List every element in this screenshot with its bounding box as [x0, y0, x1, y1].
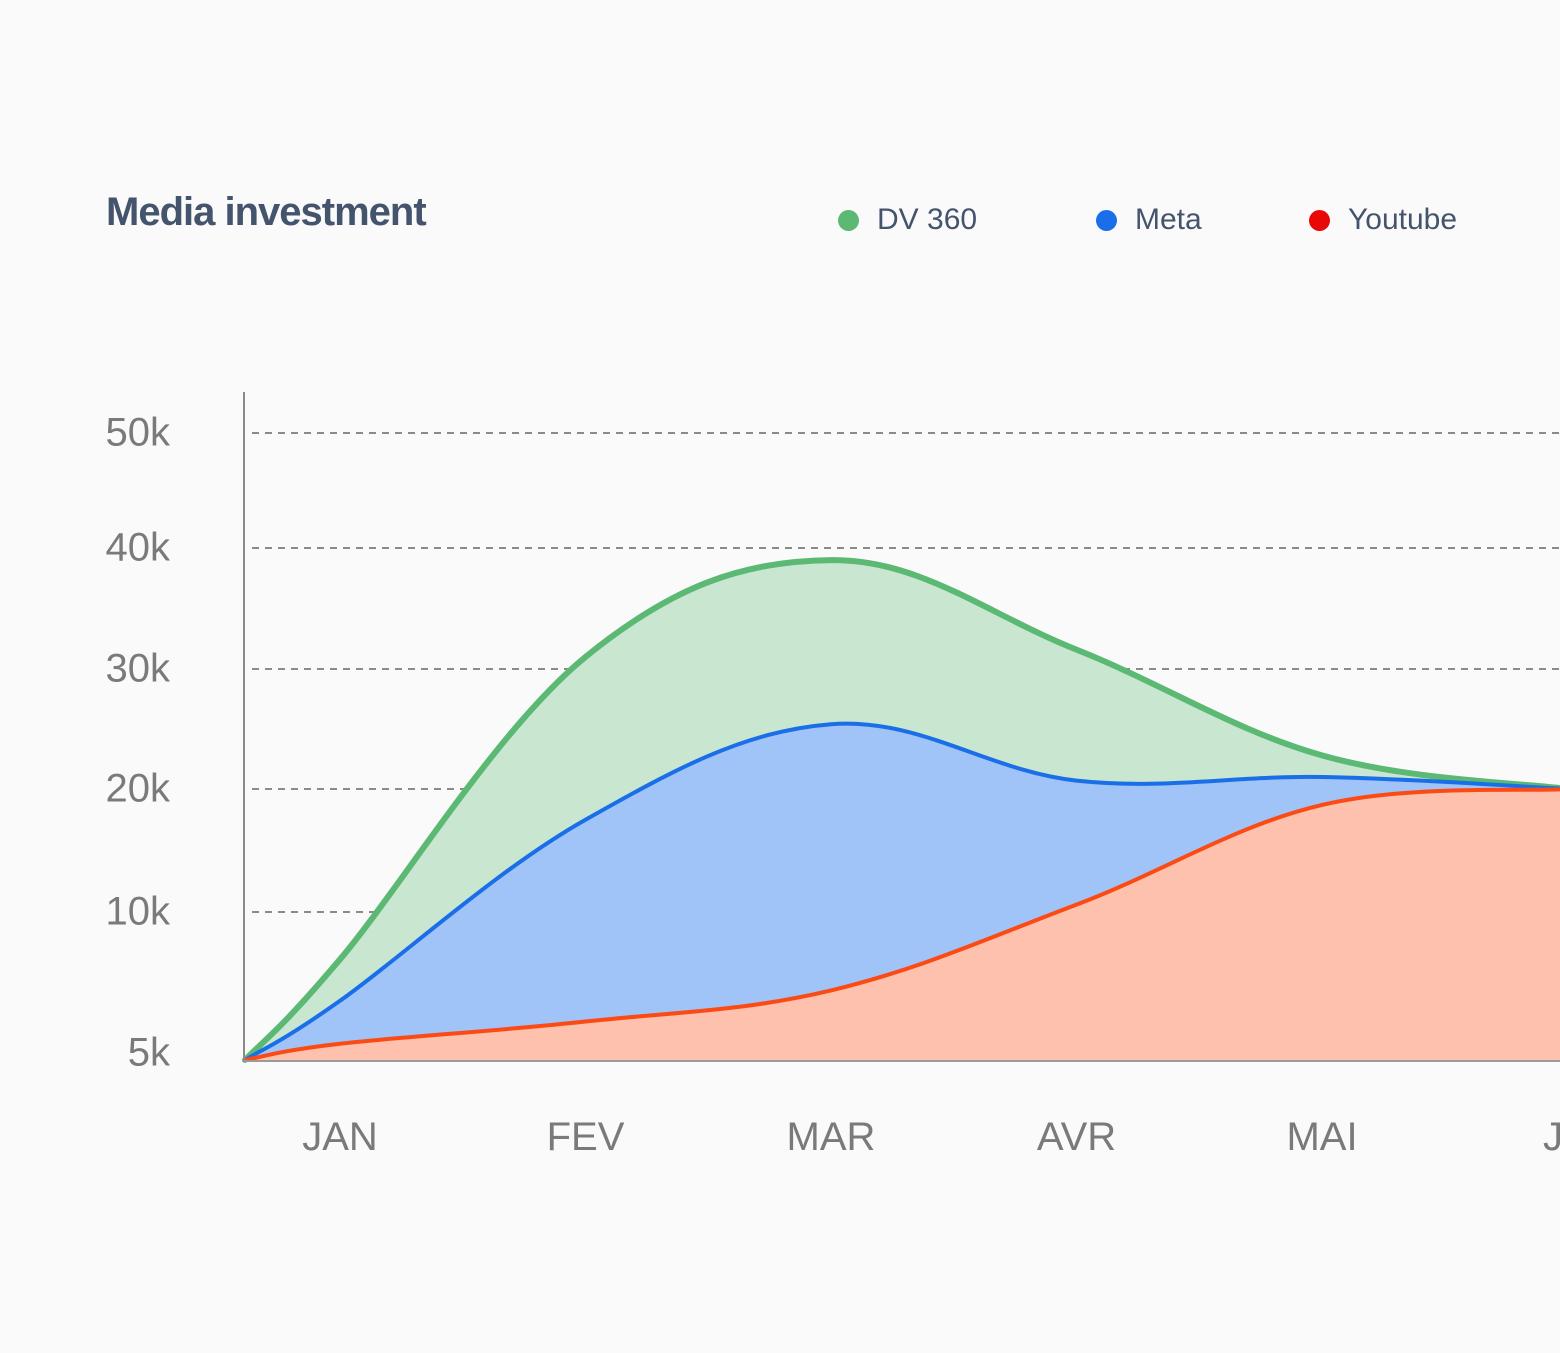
x-tick-label: MAR	[787, 1115, 876, 1159]
y-tick-label: 5k	[128, 1031, 171, 1075]
legend-item-meta[interactable]: Meta	[1096, 203, 1202, 237]
legend-label: DV 360	[877, 203, 978, 236]
legend-dot-icon	[838, 209, 859, 231]
legend-dot-icon	[1309, 209, 1330, 231]
y-axis-ticks: 50k 40k 30k 20k 10k 5k	[106, 411, 171, 1075]
x-tick-label: AVR	[1037, 1115, 1116, 1159]
x-tick-label: MAI	[1286, 1115, 1357, 1159]
series-lines	[242, 557, 1560, 1063]
y-tick-label: 20k	[106, 767, 171, 811]
chart-legend: DV 360 Meta Youtube	[0, 203, 1560, 243]
chart-title: Media investment	[106, 190, 427, 234]
x-axis-ticks: JAN FEV MAR AVR MAI J	[302, 1115, 1560, 1159]
axes	[243, 392, 1560, 1062]
x-tick-label: JAN	[302, 1115, 378, 1159]
line-dv-360	[242, 557, 1560, 1063]
y-tick-label: 30k	[106, 647, 171, 691]
y-tick-label: 50k	[106, 411, 171, 455]
legend-item-dv360[interactable]: DV 360	[838, 203, 977, 237]
series-areas	[245, 560, 1560, 1060]
area-youtube	[245, 789, 1560, 1060]
y-tick-label: 40k	[106, 526, 171, 570]
line-meta	[243, 721, 1560, 1062]
x-tick-label: J	[1543, 1115, 1560, 1159]
legend-label: Youtube	[1348, 203, 1458, 236]
x-tick-label: FEV	[547, 1115, 625, 1159]
line-youtube	[243, 787, 1560, 1062]
legend-item-youtube[interactable]: Youtube	[1309, 203, 1457, 237]
legend-dot-icon	[1096, 209, 1117, 231]
legend-label: Meta	[1135, 203, 1202, 236]
y-tick-label: 10k	[106, 890, 171, 934]
